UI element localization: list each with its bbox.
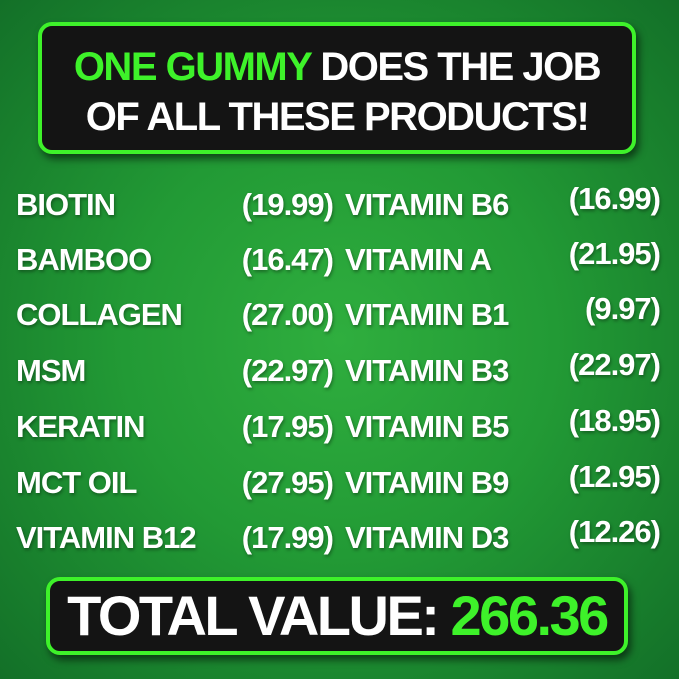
product-row: VITAMIN B12 (17.99) VITAMIN D3 (12.26) [0,514,679,558]
product-price: (19.99) [241,187,334,222]
headline-line-1-rest: DOES THE JOB [320,45,601,89]
product-name: VITAMIN D3 [345,520,509,555]
product-name: BIOTIN [16,187,116,222]
headline-highlight: ONE GUMMY [73,45,312,89]
product-price: (12.26) [568,514,661,549]
product-name: VITAMIN B6 [345,187,509,222]
product-name: VITAMIN B5 [345,409,509,444]
headline-line-1: ONE GUMMY DOES THE JOB [42,42,632,92]
product-price: (16.47) [241,242,334,277]
product-price: (22.97) [241,353,334,388]
total-label: TOTAL VALUE: [67,584,440,647]
product-name: VITAMIN B1 [345,297,509,332]
product-name: MCT OIL [16,465,137,500]
product-name: VITAMIN B3 [345,353,509,388]
product-row: MSM (22.97) VITAMIN B3 (22.97) [0,347,679,391]
product-price: (16.99) [568,181,661,216]
product-name: KERATIN [16,409,145,444]
product-name: VITAMIN B12 [16,520,197,555]
product-name: BAMBOO [16,242,152,277]
headline-line-2: OF ALL THESE PRODUCTS! [85,95,590,139]
product-price: (27.00) [241,297,334,332]
total-value: 266.36 [450,584,610,647]
product-price: (12.95) [568,459,661,494]
product-price: (27.95) [241,465,334,500]
product-row: MCT OIL (27.95) VITAMIN B9 (12.95) [0,459,679,503]
product-name: VITAMIN A [345,242,492,277]
product-price: (17.95) [241,409,334,444]
product-name: MSM [16,353,86,388]
product-row: KERATIN (17.95) VITAMIN B5 (18.95) [0,403,679,447]
product-row: BIOTIN (19.99) VITAMIN B6 (16.99) [0,181,679,225]
product-price: (21.95) [568,236,661,271]
product-price: (18.95) [568,403,661,438]
product-price: (9.97) [585,291,661,326]
product-row: BAMBOO (16.47) VITAMIN A (21.95) [0,236,679,280]
product-price: (22.97) [568,347,661,382]
product-price: (17.99) [241,520,334,555]
product-name: COLLAGEN [16,297,183,332]
headline-banner: ONE GUMMY DOES THE JOB OF ALL THESE PROD… [38,22,636,154]
total-value-banner: TOTAL VALUE: 266.36 [46,577,628,655]
product-row: COLLAGEN (27.00) VITAMIN B1 (9.97) [0,291,679,335]
product-name: VITAMIN B9 [345,465,509,500]
